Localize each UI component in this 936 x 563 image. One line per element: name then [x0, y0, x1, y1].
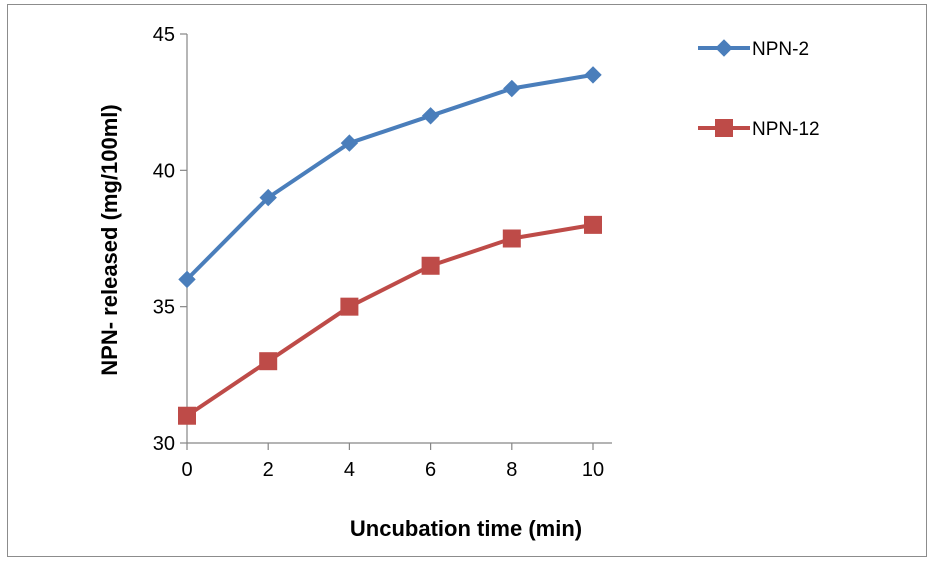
data-point — [340, 134, 359, 152]
data-point — [259, 352, 278, 371]
legend-label: NPN-12 — [752, 119, 820, 140]
data-point — [421, 107, 440, 125]
data-point — [584, 66, 602, 84]
y-tick-label: 45 — [153, 24, 175, 46]
x-axis-title: Uncubation time (min) — [350, 516, 582, 541]
series-line — [185, 222, 594, 418]
data-point — [584, 215, 602, 234]
x-tick-label: 8 — [506, 459, 517, 481]
legend: NPN-2 NPN-12 — [698, 39, 820, 140]
x-tick-label: 4 — [344, 459, 355, 481]
series-line — [185, 72, 594, 281]
data-point — [340, 297, 359, 316]
chart-frame — [7, 4, 927, 557]
legend-label: NPN-2 — [752, 39, 809, 60]
data-point — [178, 270, 196, 289]
legend-entry: NPN-2 — [698, 39, 809, 60]
legend-marker — [715, 119, 733, 137]
series-npn-12 — [178, 215, 602, 425]
x-tick-label: 10 — [582, 459, 604, 481]
data-point — [259, 188, 277, 207]
axes — [186, 34, 612, 444]
data-point — [178, 406, 196, 425]
x-tick-label: 6 — [425, 459, 436, 481]
y-tick-label: 35 — [153, 297, 175, 319]
series-layer — [178, 66, 602, 425]
y-axis-title: NPN- released (mg/100ml) — [97, 104, 122, 375]
legend-marker — [715, 39, 733, 57]
data-point — [503, 79, 521, 98]
ticks: 30 35 40 45 0 2 4 6 8 10 — [153, 24, 604, 481]
legend-entry: NPN-12 — [698, 119, 820, 140]
data-point — [421, 256, 440, 275]
data-point — [502, 229, 521, 248]
x-tick-label: 0 — [181, 459, 192, 481]
series-npn-2 — [178, 66, 602, 289]
x-tick-label: 2 — [263, 459, 274, 481]
y-tick-label: 30 — [153, 433, 175, 455]
y-tick-label: 40 — [153, 160, 175, 182]
